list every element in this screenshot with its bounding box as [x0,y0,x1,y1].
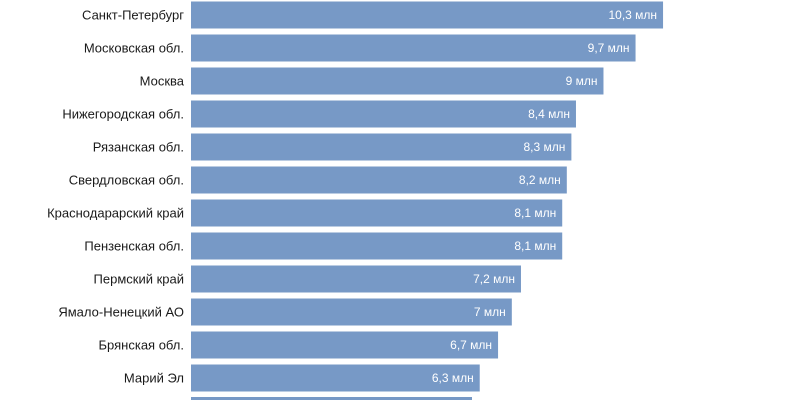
value-label: 9,7 млн [588,41,630,55]
category-label: Пермский край [94,272,184,287]
bar [191,133,572,161]
value-label: 6,3 млн [432,371,474,385]
bar [191,265,521,293]
value-label: 6,7 млн [450,338,492,352]
category-label: Москва [140,74,185,89]
value-label: 8,1 млн [514,239,556,253]
bar [191,1,664,29]
value-label: 8,4 млн [528,107,570,121]
value-label: 10,3 млн [608,8,657,22]
bar-partial [191,397,472,400]
category-label: Санкт-Петербург [82,8,184,23]
value-label: 8,3 млн [523,140,565,154]
bar [191,100,576,128]
category-label: Марий Эл [124,371,184,386]
category-label: Рязанская обл. [93,140,184,155]
bar [191,232,563,260]
value-label: 8,2 млн [519,173,561,187]
bar [191,298,512,326]
bar [191,34,636,62]
category-label: Нижегородская обл. [62,107,184,122]
value-label: 9 млн [566,74,598,88]
category-label: Московская обл. [84,41,184,56]
category-label: Пензенская обл. [84,239,184,254]
category-label: Свердловская обл. [69,173,184,188]
value-label: 7 млн [474,305,506,319]
value-label: 8,1 млн [514,206,556,220]
bar [191,199,563,227]
category-label: Ямало-Ненецкий АО [58,305,184,320]
category-label: Краснодарарский край [47,206,184,221]
bar [191,331,499,359]
value-label: 7,2 млн [473,272,515,286]
bar [191,67,604,95]
bar [191,166,567,194]
category-label: Брянская обл. [99,338,184,353]
bar [191,364,480,392]
